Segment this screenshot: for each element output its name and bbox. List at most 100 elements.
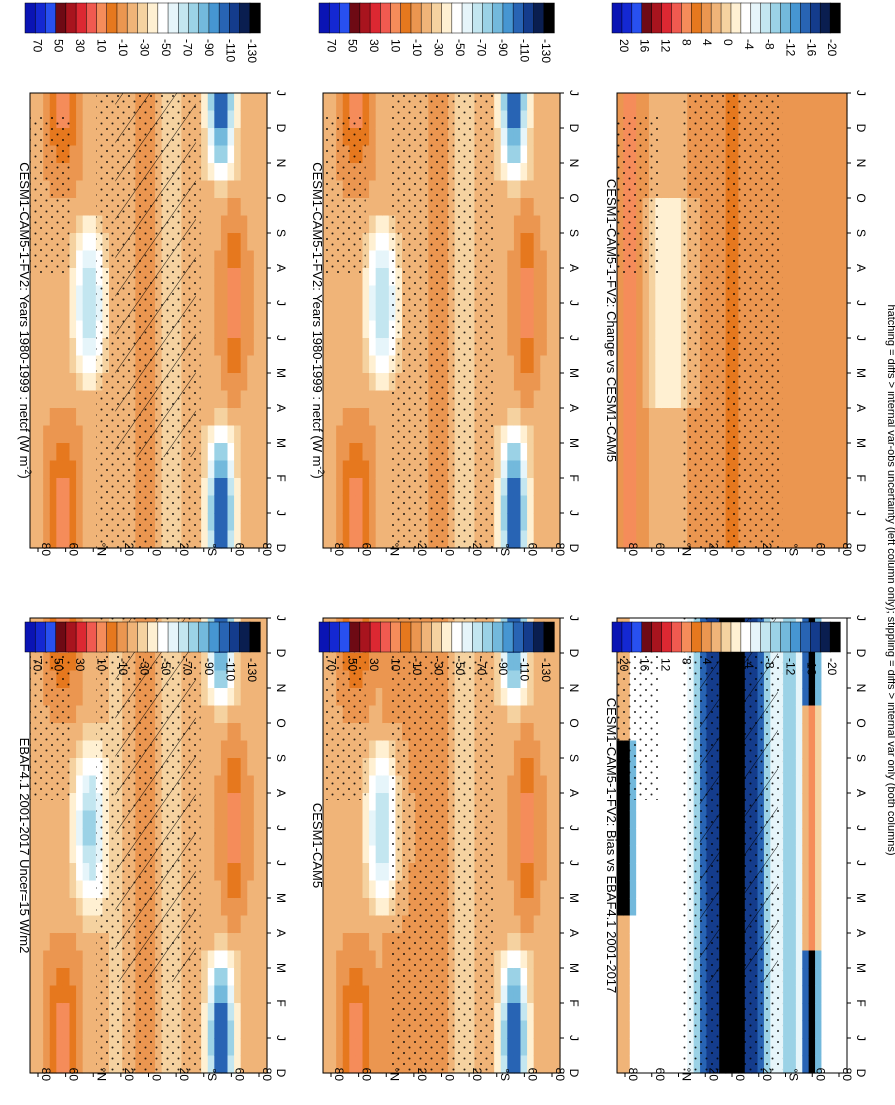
- heatmap-cell: [789, 443, 797, 462]
- heatmap-cell: [553, 933, 561, 952]
- heatmap-cell: [375, 163, 383, 182]
- heatmap-cell: [661, 338, 669, 357]
- heatmap-cell: [494, 1020, 502, 1039]
- heatmap-cell: [201, 1055, 209, 1074]
- heatmap-cell: [546, 285, 555, 304]
- heatmap-cell: [629, 320, 637, 339]
- heatmap-cell: [815, 390, 823, 409]
- heatmap-cell: [815, 408, 823, 427]
- heatmap-cell: [220, 93, 229, 112]
- heatmap-cell: [527, 723, 535, 742]
- heatmap-cell: [36, 985, 44, 1004]
- heatmap-cell: [540, 460, 548, 479]
- lat-tick-label: 60: [232, 543, 246, 557]
- lat-tick-label: °S: [498, 1068, 512, 1081]
- heatmap-cell: [802, 250, 810, 269]
- heatmap-cell: [808, 268, 816, 287]
- heatmap-cell: [795, 320, 803, 339]
- heatmap-cell: [349, 373, 357, 392]
- heatmap-cell: [815, 93, 823, 112]
- colorbar-swatch: [75, 2, 87, 34]
- heatmap-cell: [69, 233, 77, 252]
- month-tick-label: A: [567, 404, 581, 412]
- heatmap-cell: [513, 268, 522, 287]
- heatmap-cell: [375, 355, 383, 374]
- heatmap-cell: [43, 338, 51, 357]
- heatmap-cell: [369, 670, 377, 689]
- heatmap-cell: [494, 268, 502, 287]
- heatmap-cell: [201, 985, 209, 1004]
- month-tick-label: A: [274, 264, 288, 272]
- heatmap-cell: [527, 145, 535, 164]
- heatmap-cell: [323, 810, 331, 829]
- heatmap-cell: [36, 373, 44, 392]
- heatmap-cell: [207, 128, 215, 147]
- heatmap-cell: [617, 530, 624, 549]
- heatmap-cell: [520, 950, 528, 969]
- heatmap-cell: [533, 320, 541, 339]
- heatmap-cell: [789, 110, 797, 129]
- heatmap-cell: [56, 880, 64, 899]
- heatmap-cell: [546, 985, 555, 1004]
- heatmap-cell: [815, 163, 823, 182]
- heatmap-cell: [382, 408, 390, 427]
- heatmap-cell: [329, 968, 337, 987]
- colorbar-label: -30: [138, 658, 152, 676]
- heatmap-cell: [815, 215, 823, 234]
- heatmap-cell: [207, 110, 215, 129]
- heatmap-cell: [540, 793, 548, 812]
- heatmap-cell: [546, 810, 555, 829]
- heatmap-cell: [323, 1055, 331, 1074]
- heatmap-cell: [802, 198, 810, 217]
- colorbar-swatch: [96, 2, 108, 34]
- heatmap-cell: [207, 268, 215, 287]
- heatmap-cell: [553, 320, 561, 339]
- heatmap-cell: [553, 110, 561, 129]
- heatmap-cell: [214, 793, 222, 812]
- heatmap-cell: [808, 285, 816, 304]
- heatmap-cell: [30, 355, 38, 374]
- lat-tick-label: °N: [94, 1068, 108, 1081]
- heatmap-cell: [240, 285, 248, 304]
- heatmap-cell: [30, 425, 38, 444]
- colorbar-swatch: [116, 2, 128, 34]
- heatmap-cell: [336, 338, 344, 357]
- heatmap-cell: [546, 863, 555, 882]
- heatmap-cell: [507, 373, 515, 392]
- heatmap-cell: [220, 285, 229, 304]
- heatmap-cell: [253, 933, 262, 952]
- heatmap-cell: [802, 338, 810, 357]
- heatmap-cell: [382, 653, 390, 672]
- heatmap-cell: [82, 828, 90, 847]
- month-tick-label: J: [274, 510, 288, 516]
- heatmap-cell: [220, 880, 229, 899]
- heatmap-cell: [220, 810, 229, 829]
- heatmap-cell: [540, 705, 548, 724]
- heatmap-cell: [355, 320, 364, 339]
- heatmap-cell: [623, 443, 631, 462]
- heatmap-cell: [89, 1055, 97, 1074]
- heatmap-cell: [494, 1055, 502, 1074]
- colorbar-swatch: [380, 2, 392, 34]
- heatmap-cell: [336, 460, 344, 479]
- heatmap-cell: [342, 373, 350, 392]
- heatmap-cell: [553, 128, 561, 147]
- heatmap-cell: [789, 215, 797, 234]
- heatmap-cell: [636, 495, 644, 514]
- heatmap-cell: [253, 93, 262, 112]
- heatmap-cell: [553, 968, 561, 987]
- heatmap-cell: [668, 233, 676, 252]
- heatmap-cell: [49, 1020, 57, 1039]
- heatmap-cell: [234, 950, 242, 969]
- heatmap-cell: [789, 163, 797, 182]
- heatmap-cell: [355, 1020, 364, 1039]
- heatmap-cell: [827, 338, 835, 357]
- heatmap-cell: [553, 443, 561, 462]
- heatmap-cell: [247, 390, 255, 409]
- heatmap-cell: [520, 705, 528, 724]
- colorbar-swatch: [249, 621, 261, 653]
- heatmap-cell: [207, 408, 215, 427]
- heatmap-cell: [349, 950, 357, 969]
- heatmap-cell: [513, 198, 522, 217]
- heatmap-cell: [342, 933, 350, 952]
